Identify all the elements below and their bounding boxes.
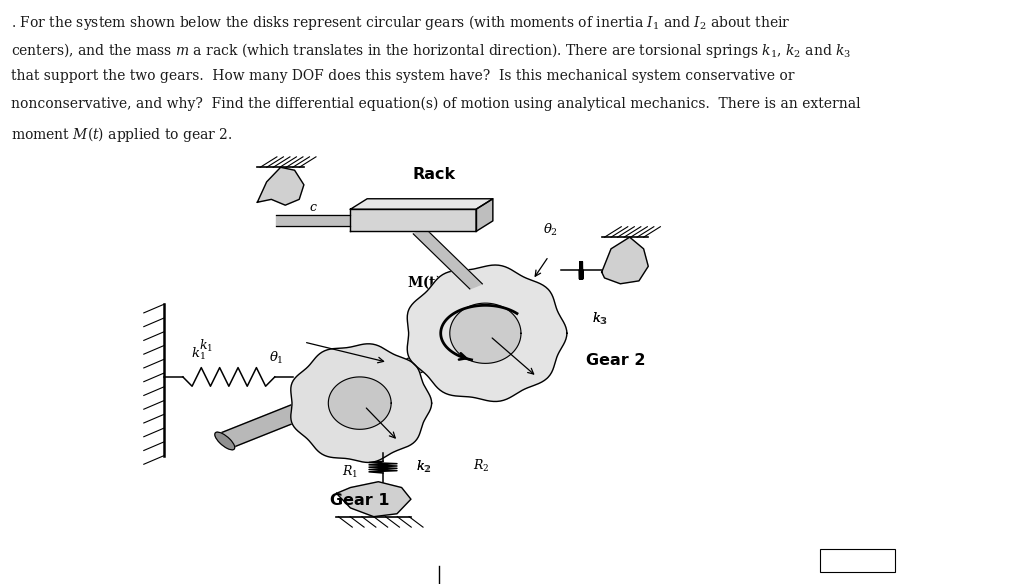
Polygon shape — [257, 167, 304, 205]
Polygon shape — [275, 215, 350, 226]
Text: centers), and the mass $m$ a rack (which translates in the horizontal direction): centers), and the mass $m$ a rack (which… — [11, 41, 851, 60]
Text: Gear 2: Gear 2 — [586, 353, 646, 369]
Polygon shape — [218, 312, 539, 448]
Text: Gear 1: Gear 1 — [330, 493, 389, 508]
Polygon shape — [414, 229, 482, 289]
Polygon shape — [350, 199, 492, 209]
Text: $k_3$: $k_3$ — [592, 311, 607, 327]
Text: moment $M(t)$ applied to gear 2.: moment $M(t)$ applied to gear 2. — [11, 125, 232, 144]
Polygon shape — [336, 481, 411, 517]
Text: $\theta_1$: $\theta_1$ — [268, 350, 284, 366]
Text: $I_1$: $I_1$ — [307, 414, 319, 431]
Text: nonconservative, and why?  Find the differential equation(s) of motion using ana: nonconservative, and why? Find the diffe… — [11, 97, 861, 111]
Text: $k_1$: $k_1$ — [192, 346, 206, 362]
Text: $I_2$: $I_2$ — [465, 347, 477, 363]
Polygon shape — [350, 209, 476, 231]
Text: $c$: $c$ — [309, 201, 318, 214]
Polygon shape — [291, 344, 432, 463]
Polygon shape — [328, 377, 391, 429]
Text: $\mathbf{M(t)}$: $\mathbf{M(t)}$ — [407, 273, 443, 291]
Text: that support the two gears.  How many DOF does this system have?  Is this mechan: that support the two gears. How many DOF… — [11, 69, 794, 83]
Polygon shape — [476, 199, 492, 231]
Text: $R_2$: $R_2$ — [472, 458, 489, 474]
Text: Rack: Rack — [413, 167, 456, 182]
Polygon shape — [450, 303, 521, 363]
Text: $k_1$: $k_1$ — [199, 338, 213, 354]
Text: $\theta_2$: $\theta_2$ — [543, 222, 558, 238]
Polygon shape — [408, 265, 567, 401]
Text: . For the system shown below the disks represent circular gears (with moments of: . For the system shown below the disks r… — [11, 13, 790, 32]
Ellipse shape — [215, 432, 235, 450]
Polygon shape — [601, 237, 648, 284]
Text: $k_2$: $k_2$ — [416, 459, 431, 475]
FancyBboxPatch shape — [820, 549, 895, 572]
Text: $R_1$: $R_1$ — [342, 464, 358, 480]
Text: $m$: $m$ — [371, 215, 385, 229]
Text: $k_3$: $k_3$ — [592, 311, 606, 327]
Text: $k_2$: $k_2$ — [416, 459, 430, 475]
